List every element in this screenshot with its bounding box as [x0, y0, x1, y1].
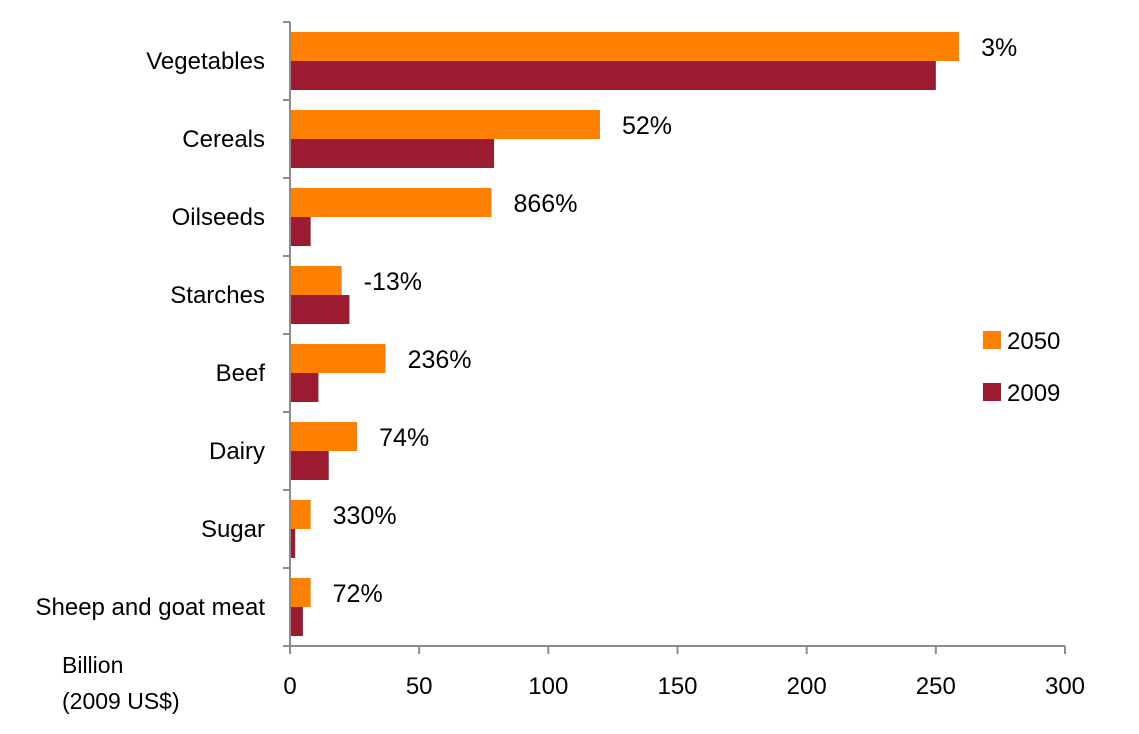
category-label: Cereals [182, 126, 265, 153]
bar-2050-vegetables [290, 32, 960, 61]
change-annotation: 236% [408, 346, 472, 374]
category-label: Sugar [201, 516, 265, 543]
bar-2009-sugar [290, 529, 296, 558]
x-tick-label: 300 [1045, 673, 1085, 700]
bar-2050-dairy [290, 422, 358, 451]
bar-2009-sheep-and-goat-meat [290, 607, 303, 636]
change-annotation: -13% [364, 268, 422, 296]
bar-2009-vegetables [290, 61, 936, 90]
bar-2050-oilseeds [290, 188, 492, 217]
legend-swatch-2009 [983, 383, 1001, 401]
x-tick-label: 0 [283, 673, 296, 700]
bar-2009-starches [290, 295, 350, 324]
labels-layer: Vegetables 3% Cereals 52% Oilseeds 866% Starch… [35, 34, 1017, 621]
category-label: Starches [170, 282, 265, 309]
legend-label-2009: 2009 [1007, 380, 1060, 407]
axes-layer: 0 50 100 150 200 250 300 [283, 21, 1085, 700]
category-label: Dairy [209, 438, 265, 465]
category-label: Oilseeds [172, 204, 265, 231]
change-annotation: 72% [333, 580, 383, 608]
bar-2050-sugar [290, 500, 311, 529]
x-tick-label: 200 [787, 673, 827, 700]
x-tick-label: 50 [406, 673, 433, 700]
bar-2009-oilseeds [290, 217, 311, 246]
x-tick-label: 100 [528, 673, 568, 700]
bars-layer [290, 32, 960, 636]
legend-swatch-2050 [983, 331, 1001, 349]
change-annotation: 52% [622, 112, 672, 140]
change-annotation: 74% [379, 424, 429, 452]
bar-2050-beef [290, 344, 386, 373]
bar-2009-dairy [290, 451, 329, 480]
x-tick-label: 150 [657, 673, 697, 700]
change-annotation: 3% [981, 34, 1017, 62]
bar-2050-starches [290, 266, 342, 295]
bar-2009-beef [290, 373, 319, 402]
category-label: Vegetables [146, 48, 265, 75]
legend-label-2050: 2050 [1007, 328, 1060, 355]
change-annotation: 330% [333, 502, 397, 530]
legend: 2050 2009 [983, 328, 1060, 407]
bar-2009-cereals [290, 139, 495, 168]
x-axis-title-line-1: Billion [62, 652, 123, 678]
bar-2050-sheep-and-goat-meat [290, 578, 311, 607]
x-tick-label: 250 [916, 673, 956, 700]
x-axis-title-line-2: (2009 US$) [62, 688, 180, 714]
change-annotation: 866% [514, 190, 578, 218]
bar-2050-cereals [290, 110, 600, 139]
category-label: Beef [216, 360, 266, 387]
category-label: Sheep and goat meat [35, 594, 265, 621]
